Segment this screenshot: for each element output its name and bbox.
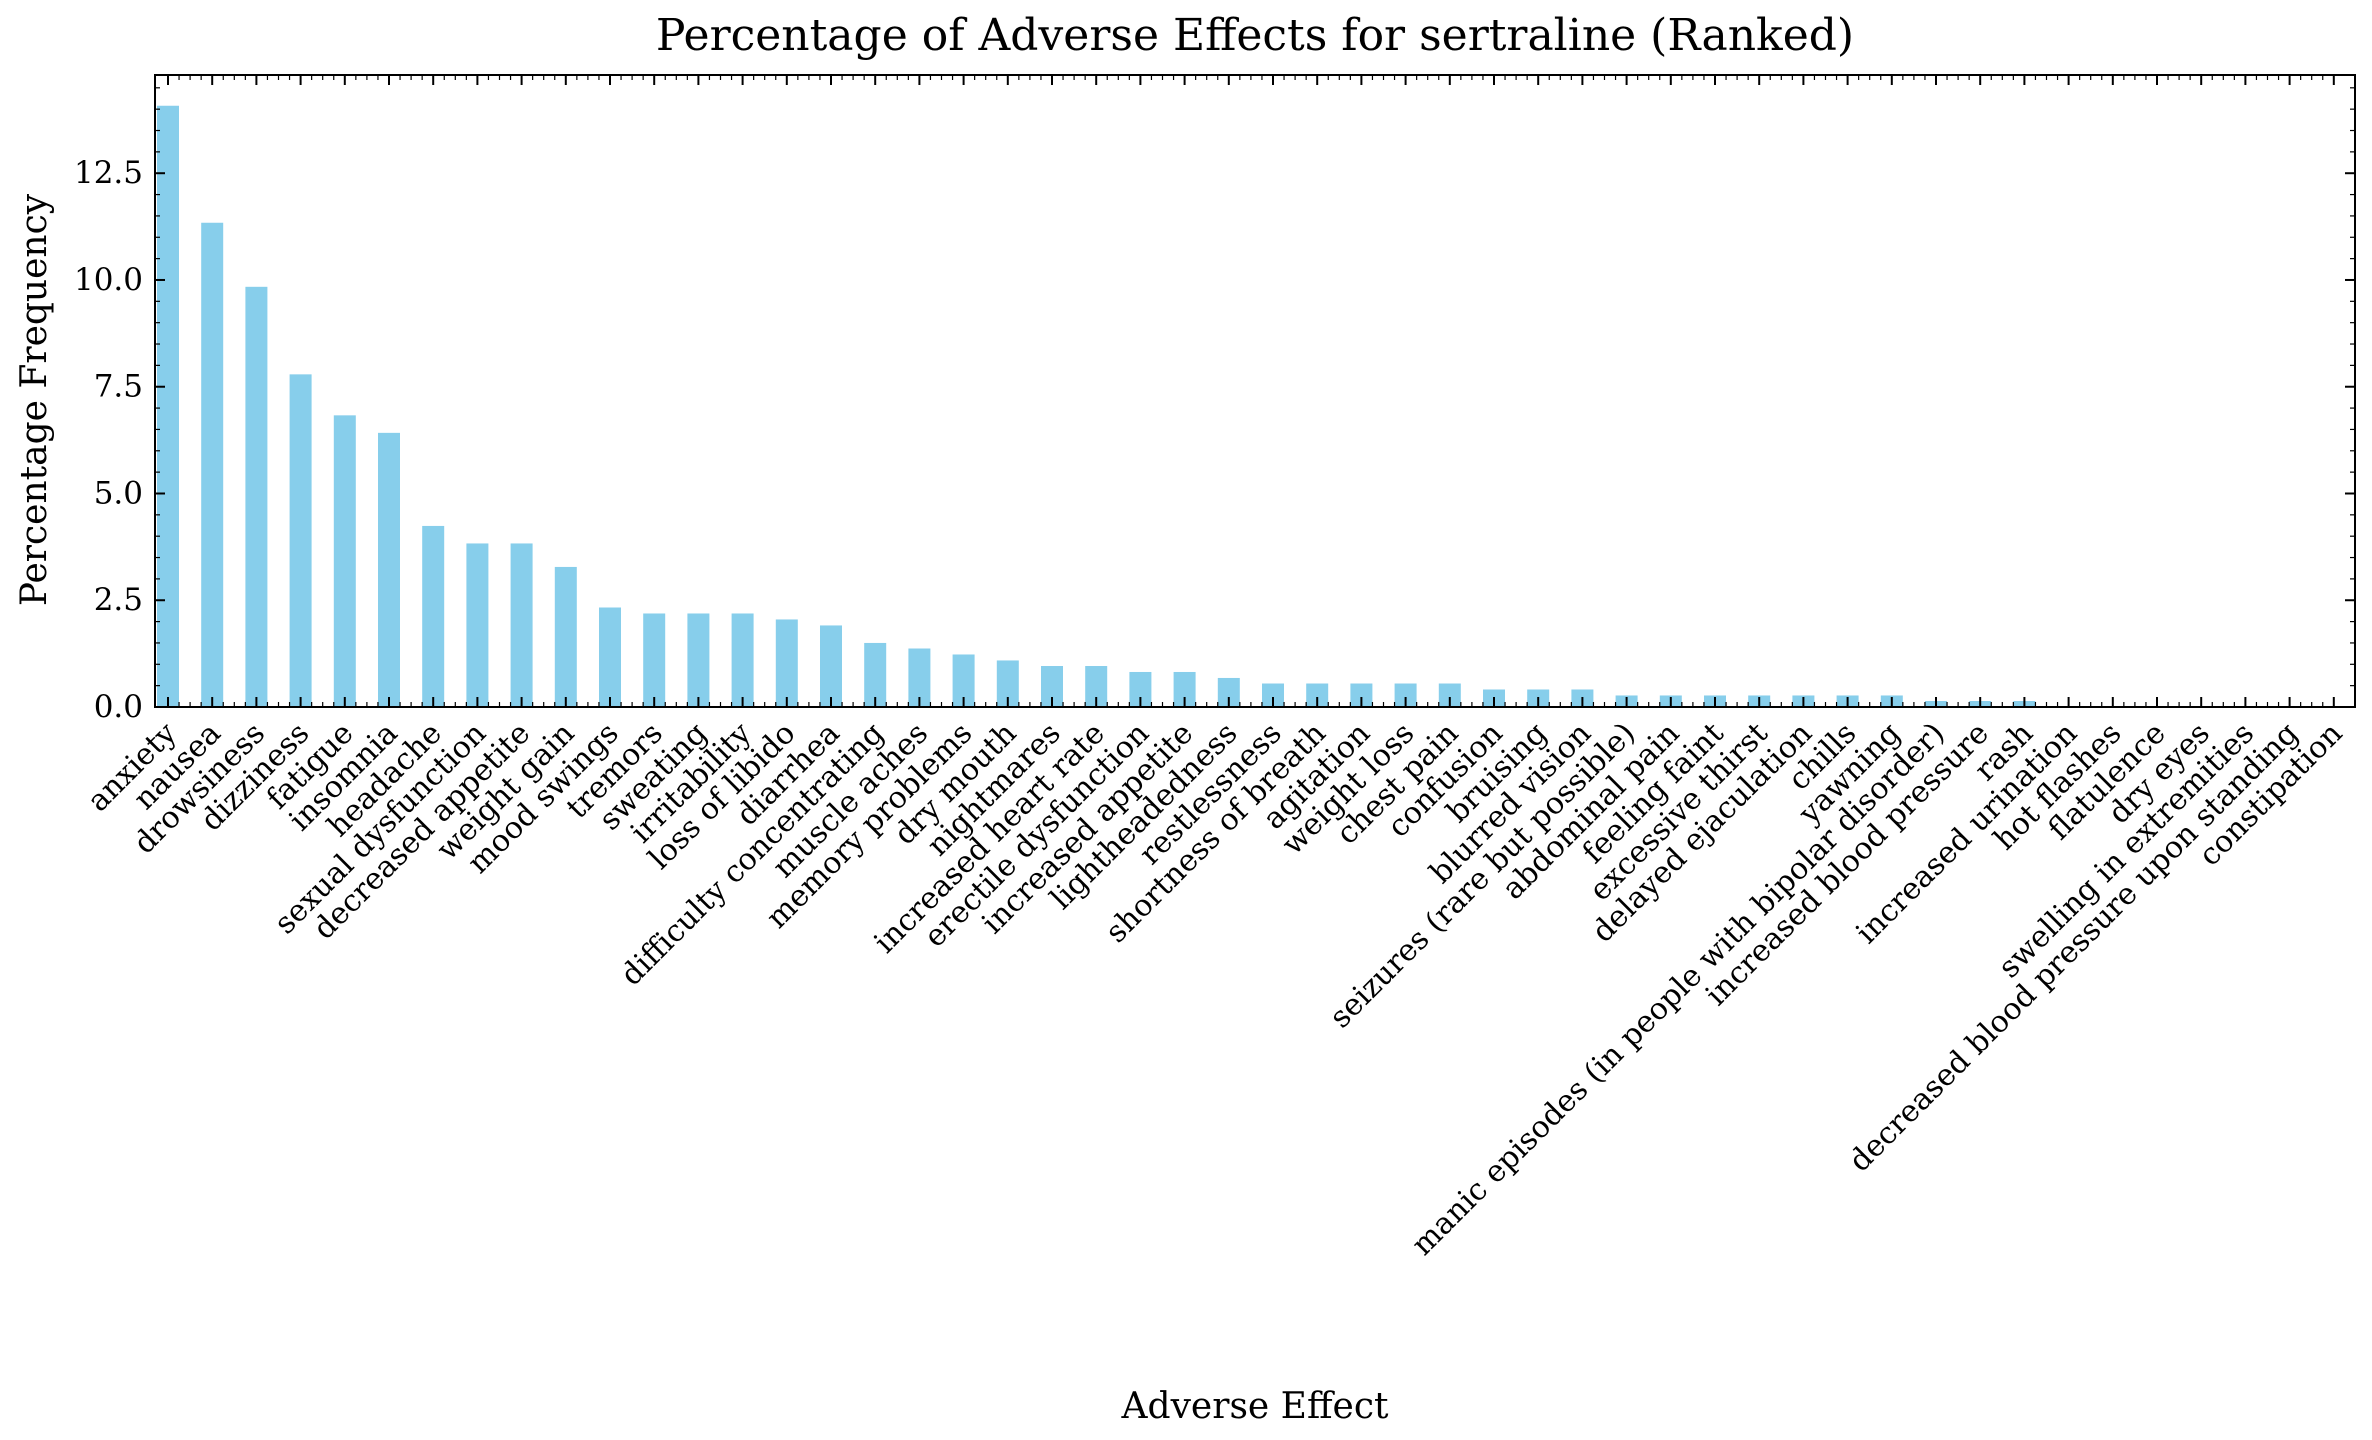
bar-21 <box>1085 666 1108 707</box>
x-axis-label: Adverse Effect <box>1121 1386 1389 1427</box>
bar-24 <box>1217 677 1240 707</box>
bar-29 <box>1438 683 1461 707</box>
bar-22 <box>1129 671 1152 707</box>
y-tick-label: 0.0 <box>94 689 143 725</box>
y-tick-label: 2.5 <box>94 582 143 618</box>
bar-25 <box>1262 683 1284 707</box>
bar-15 <box>820 625 842 707</box>
bars-group <box>157 105 2036 707</box>
bar-19 <box>996 660 1019 707</box>
y-tick-label: 5.0 <box>94 475 143 511</box>
bar-17 <box>908 648 931 707</box>
bar-0 <box>157 105 179 707</box>
bar-7 <box>466 543 489 707</box>
bar-26 <box>1306 683 1329 707</box>
bar-4 <box>333 415 356 707</box>
bar-1 <box>201 222 224 707</box>
bar-6 <box>422 525 445 707</box>
bar-3 <box>289 374 312 707</box>
y-tick-label: 10.0 <box>74 262 143 298</box>
y-axis-label: Percentage Frequency <box>14 193 55 606</box>
plot-frame <box>154 74 2356 708</box>
bar-10 <box>599 607 621 707</box>
bar-2 <box>245 286 268 707</box>
bar-28 <box>1394 683 1417 707</box>
x-ticks-group: anxietynauseadrowsinessdizzinessfatiguei… <box>81 75 2349 1262</box>
bar-18 <box>952 654 975 707</box>
y-ticks-group: 0.0 2.5 5.0 7.5 10.0 12.5 <box>74 87 2355 725</box>
bar-8 <box>510 543 533 707</box>
bar-20 <box>1041 666 1063 707</box>
bar-27 <box>1350 683 1373 707</box>
bar-11 <box>643 613 666 707</box>
bar-5 <box>378 432 400 707</box>
y-tick-label: 7.5 <box>94 369 143 405</box>
y-tick-label: 12.5 <box>74 155 143 191</box>
bar-12 <box>687 613 710 707</box>
chart-title: Percentage of Adverse Effects for sertra… <box>656 10 1854 61</box>
bar-9 <box>554 566 577 707</box>
bar-16 <box>864 642 887 707</box>
bar-14 <box>775 619 798 707</box>
bar-13 <box>731 613 754 707</box>
bar-23 <box>1173 671 1196 707</box>
